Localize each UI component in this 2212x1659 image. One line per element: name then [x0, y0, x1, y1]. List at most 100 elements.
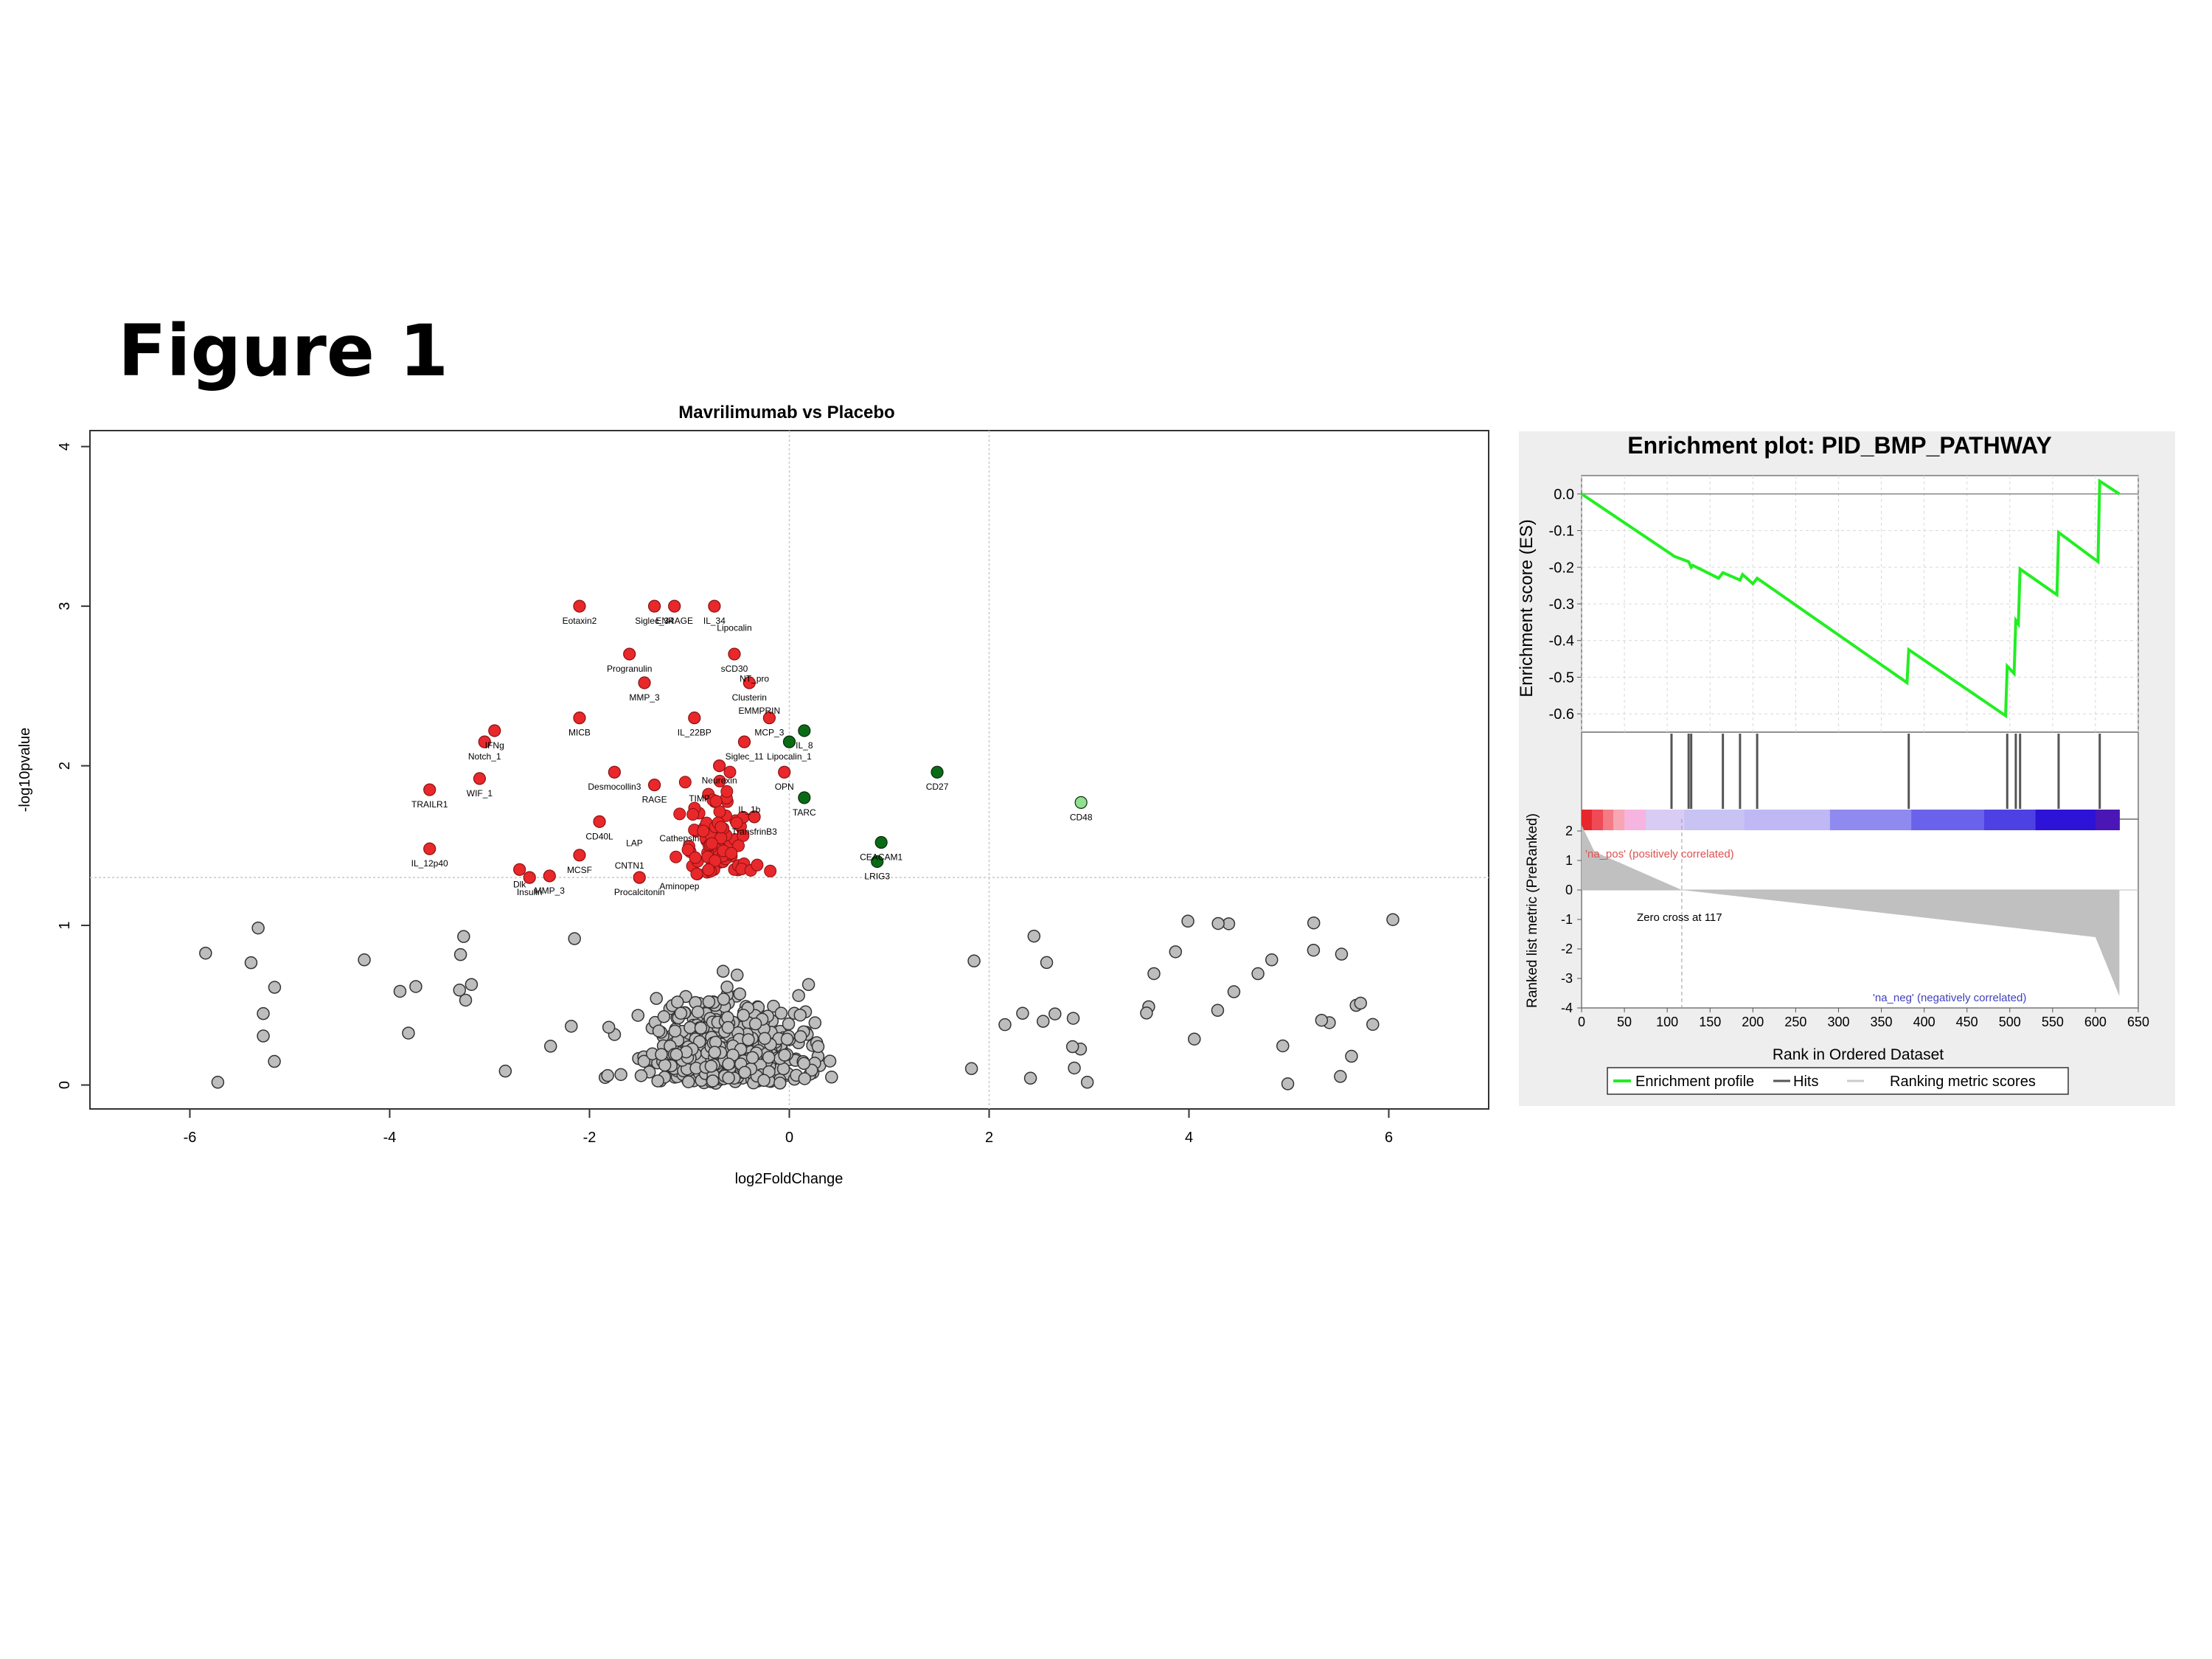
- labeled-point: [543, 869, 556, 883]
- labeled-point: [668, 599, 681, 613]
- point-label: Progranulin: [607, 664, 652, 674]
- ns-point: [1066, 1012, 1080, 1025]
- labeled-point: [573, 849, 586, 862]
- point-label: Notch_1: [468, 751, 501, 762]
- ns-point: [722, 1071, 735, 1085]
- point-label: EMMPRIN: [739, 706, 781, 716]
- labeled-point: [708, 599, 721, 613]
- rank-tick-label: 500: [1999, 1015, 2021, 1029]
- rank-tick-label: 50: [1617, 1015, 1632, 1029]
- es-tick-label: -0.4: [1549, 633, 1574, 650]
- es-tick-label: -0.1: [1549, 524, 1574, 540]
- ns-point: [798, 1072, 812, 1085]
- point-label: Siglec_11: [726, 751, 764, 762]
- sig-point: [689, 851, 702, 864]
- labeled-point: [473, 772, 487, 785]
- labeled-point: [647, 599, 661, 613]
- ns-point: [1181, 914, 1194, 928]
- ns-point: [601, 1068, 614, 1082]
- point-label: MMP_3: [535, 886, 566, 896]
- colorbar-segment: [1829, 810, 1912, 830]
- ns-point: [268, 1054, 281, 1068]
- ns-point: [808, 1016, 822, 1029]
- ns-point: [773, 1077, 787, 1090]
- point-label: Insulin: [517, 887, 543, 897]
- gsea-legend: Enrichment profile Hits Ranking metric s…: [1607, 1067, 2069, 1095]
- rank-tick-label: 600: [2084, 1015, 2107, 1029]
- ns-point: [758, 1032, 771, 1046]
- ns-point: [702, 995, 716, 1009]
- point-label: CD48: [1070, 812, 1093, 822]
- ns-point: [1188, 1032, 1201, 1046]
- ns-point: [694, 1021, 708, 1034]
- y-tick-label: 4: [57, 442, 73, 451]
- es-tick-label: -0.6: [1549, 706, 1574, 723]
- ns-point: [778, 1048, 791, 1062]
- y-tick-label: 0: [57, 1081, 73, 1089]
- point-label: ENRAGE: [655, 616, 693, 626]
- point-label: Dlk: [513, 879, 526, 889]
- rank-tick-label: 400: [1913, 1015, 1935, 1029]
- point-label: RAGE: [642, 795, 667, 805]
- ns-point: [637, 1054, 651, 1068]
- metric-tick-label: 2: [1565, 824, 1573, 838]
- ns-point: [393, 984, 407, 998]
- labeled-point: [688, 712, 701, 725]
- ns-point: [811, 1040, 825, 1054]
- pos-corr-label: 'na_pos' (positively correlated): [1585, 848, 1734, 860]
- ns-point: [657, 1010, 671, 1023]
- ns-point: [745, 1051, 759, 1065]
- es-tick-label: -0.3: [1549, 597, 1574, 613]
- legend-hits-label: Hits: [1793, 1074, 1818, 1090]
- labeled-point: [778, 765, 791, 779]
- colorbar-segment: [1744, 810, 1831, 830]
- legend-profile-label: Enrichment profile: [1635, 1074, 1754, 1090]
- ns-point: [614, 1068, 627, 1082]
- labeled-point: [871, 855, 884, 869]
- point-label: MCSF: [567, 865, 592, 875]
- point-label: IL_12p40: [411, 858, 448, 869]
- labeled-point: [728, 647, 741, 661]
- x-tick-label: -4: [383, 1130, 397, 1146]
- labeled-point: [593, 815, 606, 828]
- ns-point: [801, 978, 815, 992]
- labeled-point: [608, 765, 621, 779]
- ns-point: [823, 1054, 837, 1068]
- hits-panel: [1581, 731, 2139, 820]
- rank-tick-label: 450: [1956, 1015, 1978, 1029]
- ns-point: [1048, 1007, 1062, 1020]
- sig-point: [709, 854, 722, 867]
- rank-tick-label: 550: [2042, 1015, 2064, 1029]
- ns-point: [720, 980, 734, 994]
- point-label: Clusterin: [732, 692, 767, 703]
- ns-point: [794, 1030, 807, 1043]
- gsea-title: Enrichment plot: PID_BMP_PATHWAY: [1627, 432, 2051, 459]
- labeled-point: [573, 712, 586, 725]
- ns-point: [1265, 953, 1279, 967]
- x-tick-label: 0: [785, 1130, 793, 1146]
- ns-point: [738, 1065, 751, 1079]
- x-tick-label: 6: [1385, 1130, 1393, 1146]
- sig-point: [713, 805, 726, 818]
- ranking-metric-area: [1582, 825, 2120, 996]
- point-label: IL_1b: [738, 804, 760, 815]
- ns-point: [742, 1033, 755, 1046]
- ns-point: [1211, 1004, 1225, 1018]
- point-label: Desmocollin3: [588, 782, 641, 792]
- point-label: MMP_3: [629, 692, 660, 703]
- point-label: CEACAM1: [860, 852, 902, 862]
- point-label: CNTN1: [615, 860, 644, 871]
- ns-point: [1036, 1015, 1050, 1028]
- point-label: TIMP: [689, 793, 710, 804]
- ns-point: [671, 995, 684, 1009]
- colorbar-segment: [1911, 810, 1985, 830]
- ns-point: [668, 1024, 682, 1038]
- ns-point: [1211, 917, 1225, 931]
- labeled-point: [488, 724, 501, 737]
- point-label: NT_pro: [740, 674, 769, 684]
- ns-point: [1345, 1049, 1358, 1063]
- point-label: TARC: [793, 807, 816, 818]
- y-tick-label: 1: [57, 921, 73, 929]
- ns-point: [681, 1075, 695, 1088]
- metric-tick-label: 0: [1565, 883, 1573, 897]
